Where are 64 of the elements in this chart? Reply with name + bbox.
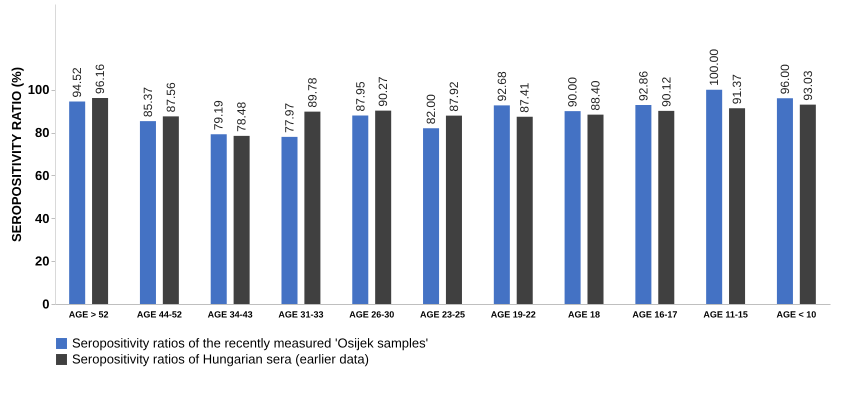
y-tick-label: 20 [35,254,50,269]
data-label: 82.00 [424,94,438,124]
bar [516,116,533,304]
x-tick-label: AGE 11-15 [703,310,748,320]
data-label: 90.12 [659,76,674,107]
x-tick-label: AGE 44-52 [136,310,182,320]
bar [375,110,392,304]
data-label: 78.48 [234,101,249,132]
bar [564,111,581,304]
bar [706,90,722,304]
x-tick-label: AGE 31-33 [278,310,324,320]
data-label: 94.52 [70,67,84,98]
bar [281,136,298,304]
data-label: 87.92 [446,81,461,112]
data-label: 87.56 [164,82,178,112]
bar [92,98,108,304]
bar [140,121,156,304]
data-label: 91.37 [730,74,744,104]
x-tick-label: AGE 16-17 [632,310,678,320]
data-label: 85.37 [140,86,155,118]
data-label: 96.16 [93,64,108,94]
data-label: 96.00 [778,64,792,94]
bar [729,108,746,304]
bar [69,101,86,304]
data-label: 92.86 [636,70,650,102]
bar [304,112,320,304]
bar [210,134,227,304]
bar [423,128,440,304]
data-label: 79.19 [212,100,226,130]
data-label: 87.95 [353,81,368,112]
bar [234,136,250,304]
bar [658,110,674,304]
bar [635,105,652,304]
data-label: 87.41 [518,82,532,113]
data-label: 90.00 [566,76,580,108]
data-label: 88.40 [588,80,602,111]
data-label: 89.78 [305,77,320,108]
bar [446,116,462,304]
y-tick-label: 60 [35,168,50,183]
x-tick-label: AGE 34-43 [208,310,253,320]
y-tick-label: 80 [35,125,50,140]
x-tick-label: AGE 19-22 [490,310,536,320]
x-tick-label: AGE < 10 [776,310,816,320]
legend-label: Seropositivity ratios of Hungarian sera (earlier data) [72,352,369,366]
y-tick-label: 0 [42,296,50,312]
bar [494,105,510,304]
bar [800,104,816,304]
legend-label: Seropositivity ratios of the recently measured 'Osijek samples' [72,336,428,350]
x-tick-label: AGE 26-30 [349,310,394,320]
data-label: 90.27 [376,76,390,107]
y-axis-title: SEROPOSITIVITY RATIO (%) [8,66,24,242]
x-tick-label: AGE 23-25 [420,310,466,320]
x-tick-label: AGE 18 [568,310,600,320]
bar [162,116,179,304]
y-tick-label: 40 [35,210,50,226]
x-tick-label: AGE > 52 [68,310,109,320]
data-label: 77.97 [282,102,296,133]
data-label: 93.03 [800,70,815,101]
data-label: 100.00 [707,48,722,86]
bar [352,116,368,304]
data-label: 92.68 [494,71,509,102]
bar [776,98,793,304]
bar [587,114,604,304]
y-tick-label: 100 [28,82,50,98]
